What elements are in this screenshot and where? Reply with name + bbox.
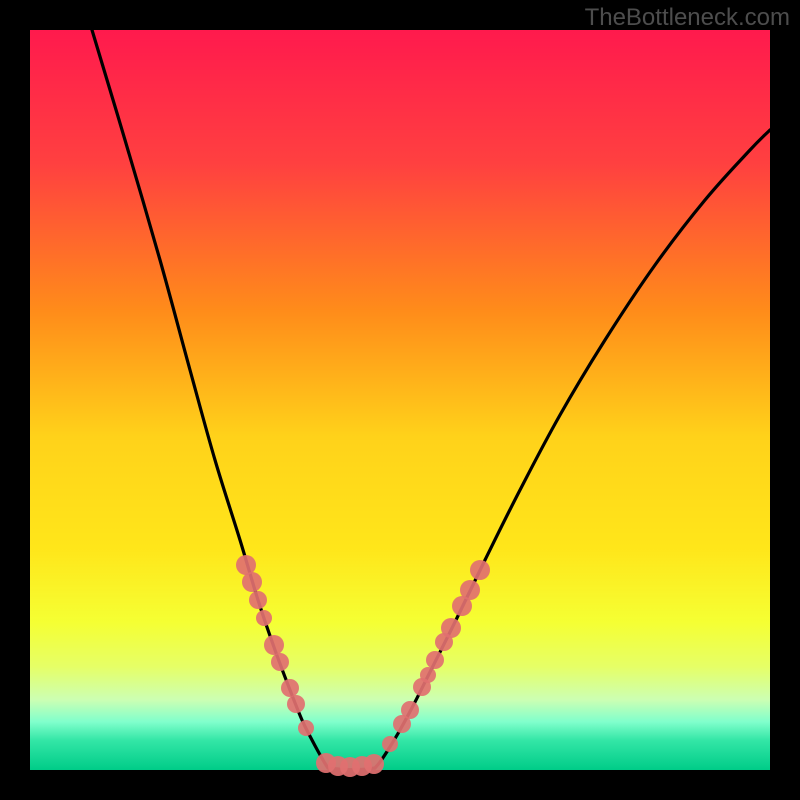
bead [460,580,480,600]
curve-layer [30,30,770,770]
bead [249,591,267,609]
bead [242,572,262,592]
bead [401,701,419,719]
bead [382,736,398,752]
bead [364,754,384,774]
bead [441,618,461,638]
left-curve [92,30,328,768]
chart-container: TheBottleneck.com [0,0,800,800]
plot-area [30,30,770,770]
bead [426,651,444,669]
bead [264,635,284,655]
bead [298,720,314,736]
bead [420,667,436,683]
bead [271,653,289,671]
bead [287,695,305,713]
bead [470,560,490,580]
watermark-text: TheBottleneck.com [585,4,790,32]
bead [256,610,272,626]
